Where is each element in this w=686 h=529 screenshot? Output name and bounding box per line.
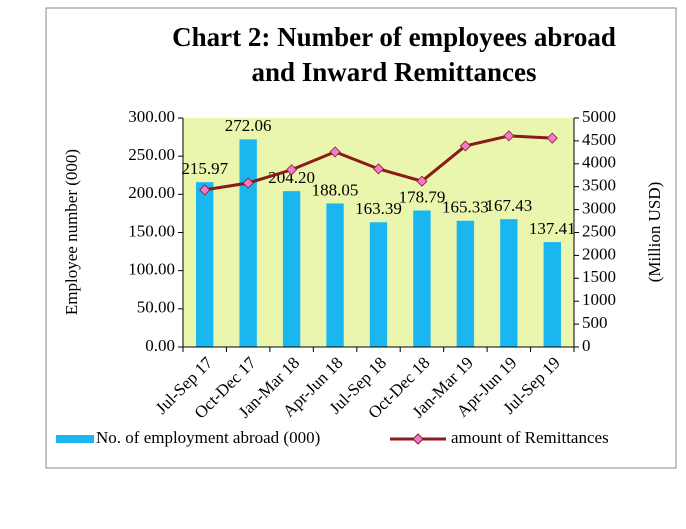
data-label: 137.41	[529, 219, 576, 238]
y-axis-label: Employee number (000)	[62, 149, 81, 315]
bar	[326, 203, 344, 347]
marker	[242, 177, 254, 189]
chart-title: and Inward Remittances	[251, 57, 536, 87]
y2-tick-label: 3500	[582, 176, 616, 195]
legend-label: amount of Remittances	[451, 428, 609, 447]
marker	[503, 130, 515, 142]
y-tick-label: 250.00	[128, 145, 175, 164]
bar	[500, 219, 518, 347]
data-label: 178.79	[399, 187, 446, 206]
marker	[459, 140, 471, 152]
bar	[196, 182, 214, 347]
marker	[416, 175, 428, 187]
data-label: 165.33	[442, 198, 489, 217]
bar	[282, 191, 301, 347]
y-tick-label: 50.00	[137, 298, 175, 317]
data-label: 188.05	[312, 180, 359, 199]
y-tick-label: 150.00	[128, 221, 175, 240]
marker	[329, 146, 341, 158]
legend-marker	[412, 433, 424, 445]
y2-tick-label: 500	[582, 313, 608, 332]
bar	[456, 220, 475, 347]
y-tick-label: 300.00	[128, 107, 175, 126]
y2-tick-label: 1500	[582, 267, 616, 286]
marker	[372, 163, 385, 175]
bar	[369, 222, 388, 347]
y2-tick-label: 4500	[582, 130, 616, 149]
data-label: 163.39	[355, 199, 402, 218]
y-tick-label: 100.00	[128, 260, 175, 279]
y2-tick-label: 1000	[582, 290, 616, 309]
y2-axis-label: (Million USD)	[645, 182, 664, 283]
legend-label: No. of employment abroad (000)	[96, 428, 320, 447]
y2-tick-label: 3000	[582, 199, 616, 218]
y2-tick-label: 5000	[582, 107, 616, 126]
marker	[199, 184, 211, 196]
chart-title: Chart 2: Number of employees abroad	[172, 22, 616, 52]
y2-tick-label: 4000	[582, 153, 616, 172]
bar	[543, 242, 561, 347]
bar	[239, 139, 257, 347]
data-label: 272.06	[225, 116, 272, 135]
marker	[286, 164, 298, 176]
y-tick-label: 0.00	[145, 336, 175, 355]
y-tick-label: 200.00	[128, 183, 175, 202]
data-label: 215.97	[181, 159, 228, 178]
bar	[413, 210, 431, 347]
data-label: 167.43	[485, 196, 532, 215]
legend-swatch	[56, 435, 94, 443]
y2-tick-label: 2000	[582, 244, 616, 263]
marker	[546, 132, 558, 144]
y2-tick-label: 2500	[582, 221, 616, 240]
y2-tick-label: 0	[582, 336, 591, 355]
